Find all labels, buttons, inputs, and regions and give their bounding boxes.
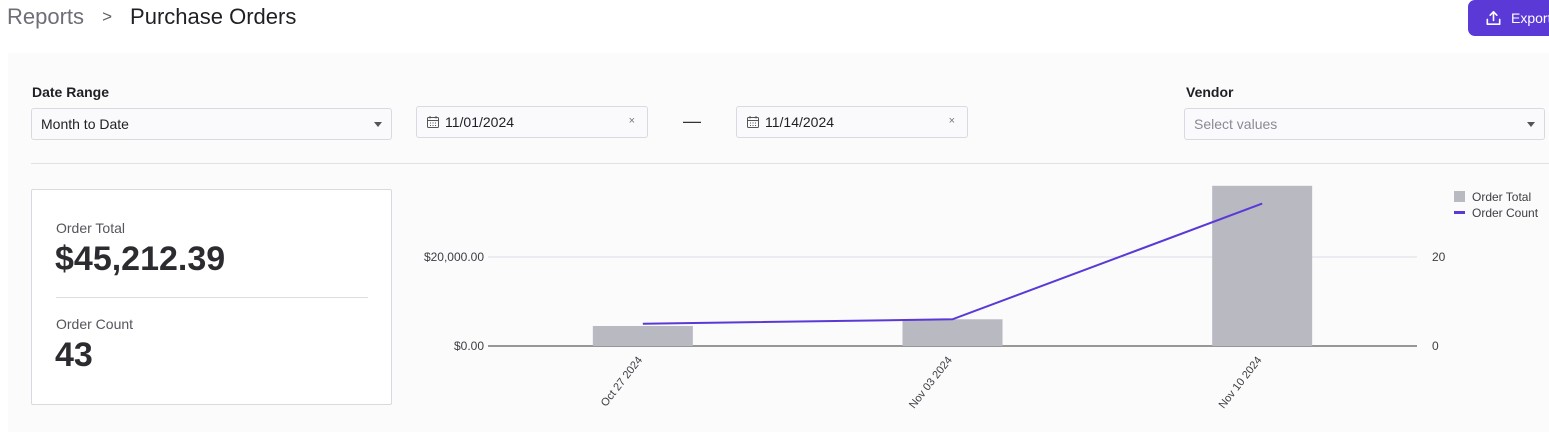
date-range-select[interactable]: Month to Date: [31, 108, 392, 140]
bar: [1212, 185, 1313, 346]
order-chart: $0.00 $20,000.00 0 20 Oct 27 2024 Nov 03 2024…: [424, 185, 1539, 411]
breadcrumb: Reports > Purchase Orders: [7, 3, 296, 31]
export-button-label: Export: [1511, 10, 1549, 26]
filters-divider: [31, 163, 1549, 164]
order-count-label: Order Count: [56, 316, 134, 332]
end-date-input[interactable]: 11/14/2024 ×: [736, 106, 968, 138]
summary-card: Order Total $45,212.39 Order Count 43: [31, 189, 392, 405]
legend-label-order-count: Order Count: [1472, 206, 1539, 220]
legend-label-order-total: Order Total: [1472, 190, 1531, 204]
x-tick-label: Nov 10 2024: [1217, 354, 1265, 411]
page-title: Purchase Orders: [130, 4, 297, 29]
export-button[interactable]: Export: [1468, 0, 1549, 36]
legend-swatch-order-total: [1454, 191, 1465, 202]
order-total-label: Order Total: [56, 220, 125, 236]
upload-icon: [1484, 9, 1503, 28]
date-range-value: Month to Date: [41, 116, 129, 132]
breadcrumb-reports-link[interactable]: Reports: [7, 4, 85, 29]
chevron-down-icon: [374, 122, 382, 127]
bar: [592, 325, 693, 346]
x-tick-label: Oct 27 2024: [599, 354, 645, 409]
y-left-tick-label: $0.00: [454, 339, 484, 353]
order-total-value: $45,212.39: [55, 240, 226, 278]
start-date-value: 11/01/2024: [445, 114, 515, 130]
order-count-value: 43: [55, 336, 93, 374]
vendor-label: Vendor: [1186, 84, 1234, 100]
end-date-value: 11/14/2024: [765, 114, 835, 130]
calendar-icon: [426, 115, 440, 129]
report-panel: Date Range Month to Date 11/01/2024 × —: [8, 53, 1549, 432]
clear-start-date-icon[interactable]: ×: [628, 115, 635, 127]
vendor-select[interactable]: Select values: [1184, 108, 1545, 140]
y-right-tick-label: 20: [1432, 250, 1446, 264]
calendar-icon: [746, 115, 760, 129]
order-count-line: [642, 202, 1263, 325]
start-date-input[interactable]: 11/01/2024 ×: [416, 106, 648, 138]
y-right-tick-label: 0: [1432, 339, 1439, 353]
vendor-placeholder: Select values: [1194, 116, 1278, 132]
summary-divider: [56, 297, 368, 298]
range-separator: —: [683, 111, 701, 131]
date-range-label: Date Range: [32, 84, 110, 100]
clear-end-date-icon[interactable]: ×: [948, 115, 955, 127]
bar: [902, 319, 1003, 346]
legend-swatch-order-count: [1454, 211, 1465, 214]
chevron-down-icon: [1527, 122, 1535, 127]
y-left-tick-label: $20,000.00: [424, 250, 484, 264]
x-tick-label: Nov 03 2024: [907, 354, 955, 411]
breadcrumb-separator: >: [102, 7, 113, 26]
